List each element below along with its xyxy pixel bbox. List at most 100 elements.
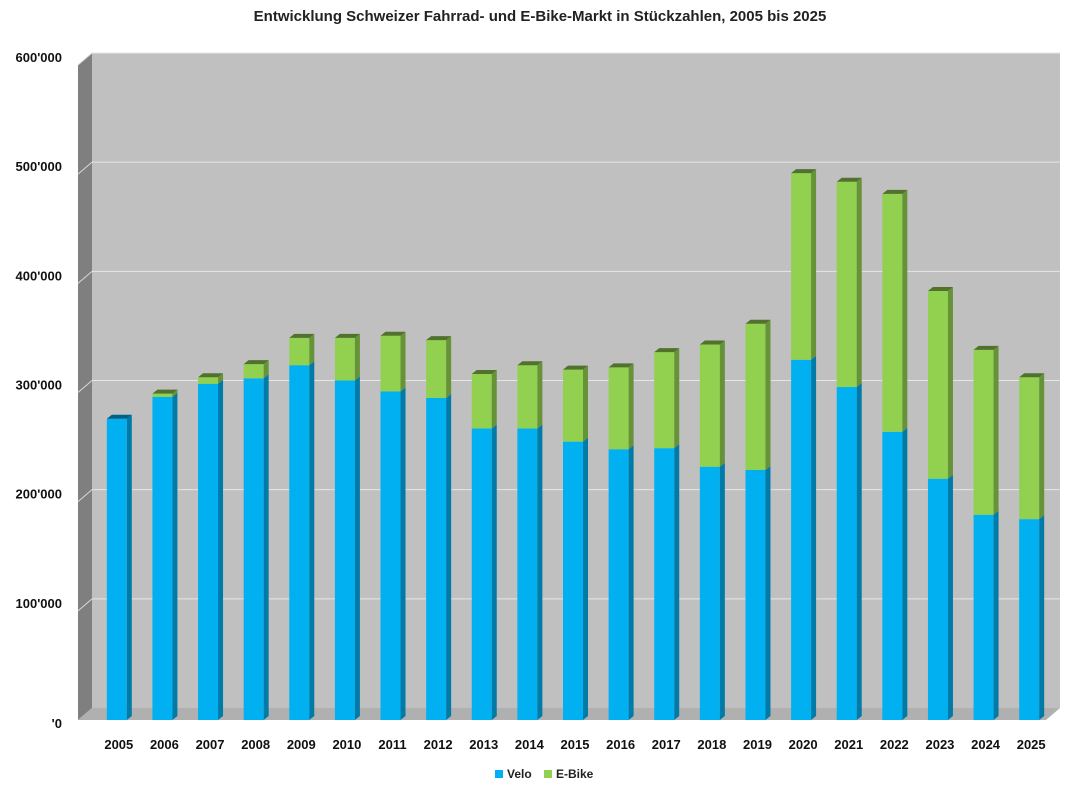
bar-ebike-side xyxy=(674,348,680,449)
bar-velo-side xyxy=(856,383,862,720)
bar-velo-side xyxy=(583,437,588,720)
bar-ebike-side xyxy=(400,331,406,392)
bar-velo xyxy=(380,391,401,720)
gridline-side xyxy=(77,489,93,503)
bar-velo xyxy=(927,478,948,720)
bar-velo-side xyxy=(765,466,771,720)
gridline-side xyxy=(77,52,93,66)
bar-top-cap xyxy=(471,369,497,374)
bar-ebike xyxy=(243,364,264,379)
y-tick-label: 400'000 xyxy=(16,268,62,283)
x-tick-label: 2017 xyxy=(652,737,681,752)
bar-top-cap xyxy=(243,360,269,365)
bar-velo xyxy=(699,466,720,720)
legend-label-velo: Velo xyxy=(507,767,532,781)
bar-velo xyxy=(791,359,812,720)
bar-top-cap xyxy=(106,414,132,419)
x-tick-label: 2025 xyxy=(1017,737,1046,752)
x-tick-label: 2015 xyxy=(561,737,590,752)
y-tick-label: 500'000 xyxy=(16,159,62,174)
bar-velo-side xyxy=(263,374,269,720)
bar-velo xyxy=(243,378,264,720)
bar-ebike xyxy=(289,337,310,366)
bar-top-cap xyxy=(882,189,908,194)
bar-velo-side xyxy=(628,445,634,720)
chart-title: Entwicklung Schweizer Fahrrad- und E-Bik… xyxy=(253,8,827,25)
x-tick-label: 2013 xyxy=(469,737,498,752)
bar-ebike xyxy=(654,352,675,449)
bar-top-cap xyxy=(745,319,771,324)
bar-velo-side xyxy=(537,424,543,720)
bar-ebike xyxy=(426,340,447,398)
bar-ebike xyxy=(380,335,401,392)
bar-top-cap xyxy=(836,177,862,182)
bar-ebike xyxy=(745,323,766,471)
bar-velo xyxy=(608,449,629,720)
x-tick-label: 2024 xyxy=(971,737,1001,752)
bar-ebike-side xyxy=(309,333,315,366)
bar-top-cap xyxy=(1019,373,1045,378)
bar-ebike-side xyxy=(765,319,771,471)
bar-velo-side xyxy=(218,379,224,720)
bar-top-cap xyxy=(380,331,406,336)
bar-velo-side xyxy=(1039,515,1045,720)
bar-velo xyxy=(654,448,675,720)
bar-ebike-side xyxy=(446,336,452,398)
x-tick-label: 2008 xyxy=(241,737,270,752)
bar-ebike xyxy=(471,373,492,429)
gridline-side xyxy=(77,380,93,393)
bar-velo xyxy=(426,397,447,720)
x-tick-label: 2022 xyxy=(880,737,909,752)
x-tick-label: 2019 xyxy=(743,737,772,752)
bar-ebike-side xyxy=(263,360,269,379)
bar-top-cap xyxy=(198,373,224,378)
bar-ebike-side xyxy=(811,169,817,360)
bar-velo-side xyxy=(400,387,406,720)
bar-top-cap xyxy=(699,340,725,345)
bar-velo xyxy=(563,441,583,720)
legend: Velo E-Bike xyxy=(495,767,594,781)
gridline-side xyxy=(77,270,93,284)
bar-velo-side xyxy=(902,427,908,720)
legend-swatch-velo xyxy=(495,770,503,778)
gridline-side xyxy=(77,598,93,612)
bar-ebike xyxy=(973,349,994,515)
bar-ebike xyxy=(517,365,538,429)
y-tick-label: 300'000 xyxy=(16,378,62,393)
y-tick-label: 600'000 xyxy=(16,50,62,65)
bar-ebike-side xyxy=(218,373,224,384)
bar-ebike xyxy=(836,181,857,388)
bar-velo-side xyxy=(719,462,725,720)
bar-top-cap xyxy=(152,389,178,394)
bar-velo xyxy=(471,428,492,720)
legend-label-ebike: E-Bike xyxy=(556,767,594,781)
bar-top-cap xyxy=(654,348,680,353)
bar-top-cap xyxy=(973,345,999,350)
bar-velo-side xyxy=(674,444,680,720)
bar-ebike xyxy=(927,290,948,479)
bar-velo-side xyxy=(491,424,497,720)
bar-top-cap xyxy=(334,333,360,338)
bar-velo xyxy=(334,380,355,720)
bar-velo xyxy=(198,383,219,720)
legend-swatch-ebike xyxy=(544,770,552,778)
bar-top-cap xyxy=(927,286,953,291)
bar-velo-side xyxy=(947,474,953,720)
bar-velo-side xyxy=(309,361,315,720)
bar-velo xyxy=(517,428,538,720)
bar-velo xyxy=(152,396,173,720)
bar-ebike xyxy=(334,337,355,381)
bar-velo-side xyxy=(811,355,817,720)
x-tick-label: 2010 xyxy=(332,737,361,752)
bar-ebike xyxy=(1019,377,1040,520)
bar-ebike-side xyxy=(491,369,497,429)
bar-ebike xyxy=(152,393,173,397)
bar-ebike-side xyxy=(628,363,634,450)
x-tick-label: 2005 xyxy=(104,737,133,752)
bar-ebike-side xyxy=(993,345,999,515)
bar-ebike-side xyxy=(172,389,178,397)
y-tick-label: 100'000 xyxy=(16,596,62,611)
x-tick-label: 2016 xyxy=(606,737,635,752)
bar-ebike xyxy=(608,367,629,450)
x-tick-label: 2023 xyxy=(925,737,954,752)
